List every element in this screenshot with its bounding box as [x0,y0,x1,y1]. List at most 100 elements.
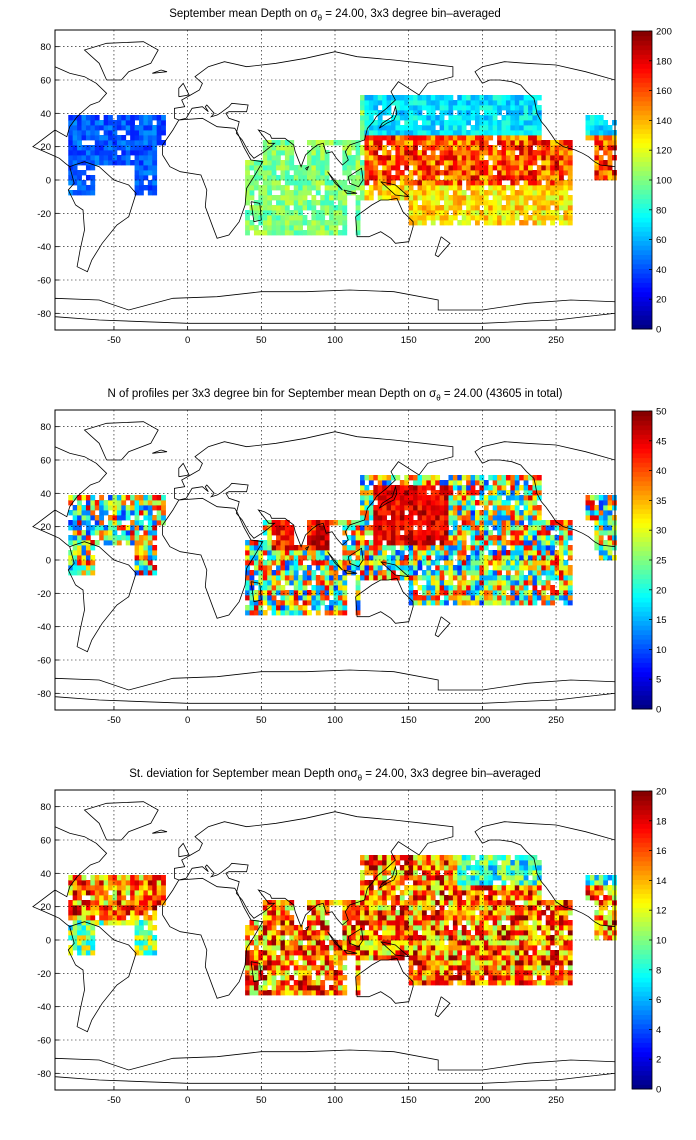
data-bin [386,575,392,581]
data-bin [475,205,480,211]
data-bin [355,605,361,611]
data-bin [346,555,352,561]
data-bin [399,485,405,491]
data-bin [373,135,379,141]
data-bin [134,160,140,166]
data-bin [567,570,573,576]
data-bin [466,580,471,586]
data-bin [324,175,330,181]
data-bin [598,165,604,171]
data-bin [368,475,374,481]
data-bin [139,545,144,551]
data-bin [373,140,379,146]
data-bin [139,505,144,511]
data-bin [497,160,502,166]
data-bin [439,880,445,886]
data-bin [298,585,303,591]
data-bin [452,600,458,606]
data-bin [258,555,264,561]
data-bin [324,170,330,176]
data-bin [382,490,387,496]
data-bin [271,520,277,526]
colorbar-swatch [632,592,652,598]
data-bin [391,175,396,181]
data-bin [258,930,264,936]
data-bin [430,900,436,906]
data-bin [603,135,609,141]
data-bin [125,525,131,531]
data-bin [488,130,494,136]
data-bin [408,540,414,546]
data-bin [315,150,321,156]
data-bin [289,150,295,156]
data-bin [421,520,427,526]
data-bin [284,950,290,956]
data-bin [483,565,489,571]
data-bin [461,575,467,581]
data-bin [139,135,144,141]
data-bin [457,580,463,586]
data-bin [523,185,529,191]
data-bin [417,860,423,866]
data-bin [417,220,423,226]
data-bin [116,880,122,886]
data-bin [307,555,312,561]
data-bin [461,900,467,906]
data-bin [541,190,547,196]
data-bin [413,895,418,901]
data-bin [258,165,264,171]
data-bin [612,130,617,136]
data-bin [320,230,326,236]
data-bin [329,560,334,566]
data-bin [435,215,441,221]
data-bin [413,480,418,486]
data-bin [523,150,529,156]
data-bin [112,515,118,521]
data-bin [470,475,476,481]
data-bin [386,520,392,526]
data-bin [382,535,387,541]
data-bin [430,485,436,491]
data-bin [461,485,467,491]
data-bin [603,550,609,556]
data-bin [435,955,441,961]
data-bin [364,915,370,921]
data-bin [386,525,392,531]
data-bin [413,190,418,196]
coastline [327,171,343,191]
data-bin [497,105,502,111]
data-bin [289,905,295,911]
data-bin [311,205,317,211]
data-bin [404,115,410,121]
data-bin [510,150,516,156]
data-bin [364,130,370,136]
data-bin [417,550,423,556]
coastline [347,167,364,188]
data-bin [280,595,286,601]
data-bin [121,910,127,916]
colorbar-swatch [632,40,652,46]
data-bin [130,505,135,511]
colorbar-swatch [632,471,652,477]
data-bin [368,935,374,941]
data-bin [315,955,321,961]
data-bin [377,145,383,151]
data-bin [457,980,463,986]
data-bin [430,945,436,951]
data-bin [315,170,321,176]
data-bin [492,600,498,606]
coastline [250,201,262,223]
data-bin [77,160,82,166]
data-bin [342,990,348,996]
data-bin [439,180,445,186]
data-bin [324,590,330,596]
data-bin [589,515,595,521]
data-bin [514,585,520,591]
data-bin [391,180,396,186]
data-bin [404,150,410,156]
data-bin [452,200,458,206]
data-bin [364,190,370,196]
data-bin [408,555,414,561]
data-bin [532,540,538,546]
data-bin [417,600,423,606]
